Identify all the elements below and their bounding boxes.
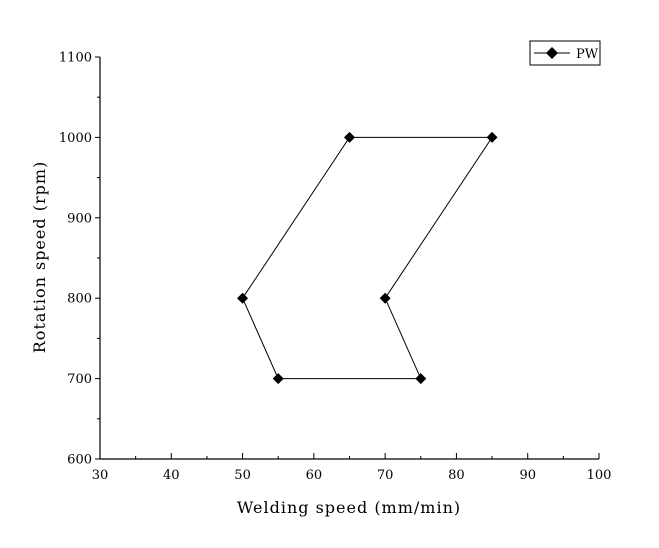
x-tick-label: 60 xyxy=(306,468,323,483)
data-point xyxy=(486,131,498,143)
x-tick-label: 30 xyxy=(92,468,109,483)
y-tick-label: 800 xyxy=(67,292,92,307)
x-tick-label: 70 xyxy=(377,468,394,483)
x-tick-label: 40 xyxy=(163,468,180,483)
series-line-pw xyxy=(242,136,494,380)
x-axis-title: Welding speed (mm/min) xyxy=(237,498,461,517)
legend-marker xyxy=(546,47,558,59)
y-tick-label: 1000 xyxy=(59,131,92,146)
data-point xyxy=(272,373,284,385)
data-point xyxy=(344,131,355,143)
axes xyxy=(99,57,599,460)
data-point xyxy=(237,292,249,304)
legend-label-pw: PW xyxy=(576,47,599,62)
y-tick-label: 700 xyxy=(67,372,92,387)
ticks: 30 40 50 60 70 80 90 100 600 700 800 900 1000 1100 xyxy=(59,51,612,484)
y-tick-label: 600 xyxy=(67,453,92,468)
data-point xyxy=(415,373,427,385)
x-tick-label: 50 xyxy=(234,468,251,483)
data-point xyxy=(379,292,391,304)
x-tick-label: 80 xyxy=(448,468,465,483)
x-tick-label: 90 xyxy=(519,468,536,483)
series-layer xyxy=(237,131,498,385)
y-axis-title: Rotation speed (rpm) xyxy=(30,161,49,353)
legend: PW xyxy=(529,40,601,66)
y-tick-label: 1100 xyxy=(59,51,92,66)
y-tick-label: 900 xyxy=(67,211,92,226)
x-tick-label: 100 xyxy=(587,468,612,483)
